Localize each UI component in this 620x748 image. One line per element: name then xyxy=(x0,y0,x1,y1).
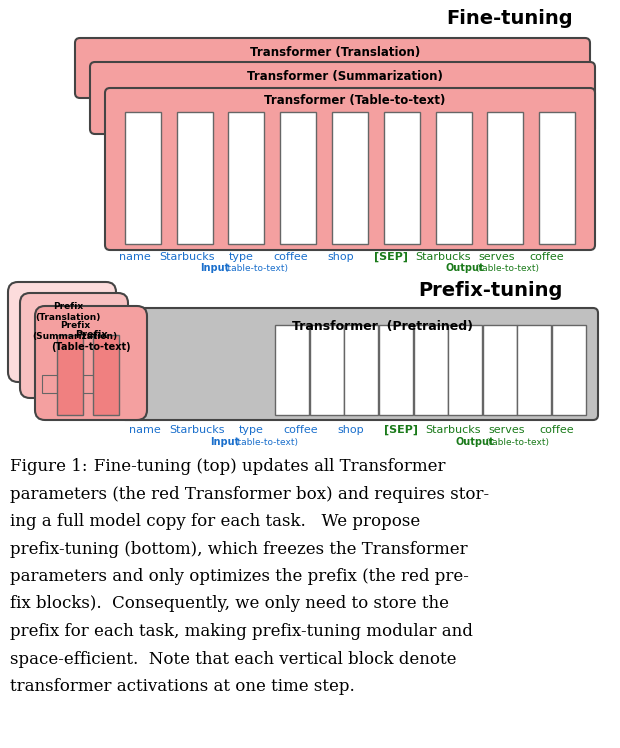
Bar xyxy=(384,112,420,244)
Text: Output: Output xyxy=(456,437,494,447)
Bar xyxy=(332,112,368,244)
Text: prefix-tuning (bottom), which freezes the Transformer: prefix-tuning (bottom), which freezes th… xyxy=(10,541,467,557)
Text: parameters (the red Transformer box) and requires stor-: parameters (the red Transformer box) and… xyxy=(10,485,489,503)
Bar xyxy=(552,325,586,415)
Text: Transformer (Translation): Transformer (Translation) xyxy=(250,46,420,58)
FancyBboxPatch shape xyxy=(20,293,128,398)
Bar xyxy=(436,112,472,244)
Bar xyxy=(115,88,143,128)
Text: Starbucks: Starbucks xyxy=(159,252,215,262)
Text: Output: Output xyxy=(446,263,484,273)
Text: shop: shop xyxy=(338,425,365,435)
FancyBboxPatch shape xyxy=(120,308,598,420)
Text: Input: Input xyxy=(210,437,239,447)
Bar xyxy=(482,325,516,415)
Text: Fine-tuning: Fine-tuning xyxy=(446,8,574,28)
Text: fix blocks).  Consequently, we only need to store the: fix blocks). Consequently, we only need … xyxy=(10,595,449,613)
Text: transformer activations at one time step.: transformer activations at one time step… xyxy=(10,678,355,695)
Bar xyxy=(280,112,316,244)
Bar xyxy=(382,88,410,128)
Text: ing a full model copy for each task.   We propose: ing a full model copy for each task. We … xyxy=(10,513,420,530)
Text: Figure 1:: Figure 1: xyxy=(10,458,87,475)
Bar xyxy=(435,88,463,128)
Bar xyxy=(210,62,237,92)
Bar xyxy=(487,112,523,244)
Text: [SEP]: [SEP] xyxy=(374,252,408,262)
Bar xyxy=(537,62,565,92)
Bar xyxy=(373,62,401,92)
Text: serves: serves xyxy=(479,252,515,262)
Text: name: name xyxy=(119,252,151,262)
Text: coffee: coffee xyxy=(529,252,564,262)
Bar xyxy=(489,88,517,128)
Bar xyxy=(319,62,347,92)
Bar xyxy=(542,88,570,128)
Text: (table-to-text): (table-to-text) xyxy=(485,438,549,447)
Text: (table-to-text): (table-to-text) xyxy=(224,263,288,272)
Text: type: type xyxy=(239,425,264,435)
Text: (table-to-text): (table-to-text) xyxy=(475,263,539,272)
Text: serves: serves xyxy=(489,425,525,435)
Bar xyxy=(275,88,303,128)
Bar xyxy=(125,112,161,244)
Text: coffee: coffee xyxy=(284,425,318,435)
Bar xyxy=(414,325,448,415)
Bar xyxy=(177,112,213,244)
Text: Starbucks: Starbucks xyxy=(425,425,480,435)
Bar xyxy=(379,325,413,415)
FancyBboxPatch shape xyxy=(35,306,147,420)
Text: [SEP]: [SEP] xyxy=(384,425,418,435)
Text: parameters and only optimizes the prefix (the red pre-: parameters and only optimizes the prefix… xyxy=(10,568,469,585)
Text: Transformer (Table-to-text): Transformer (Table-to-text) xyxy=(264,94,446,106)
FancyBboxPatch shape xyxy=(75,38,590,98)
Bar xyxy=(57,335,83,415)
Bar xyxy=(93,335,119,415)
Bar xyxy=(275,325,309,415)
Bar xyxy=(264,62,292,92)
Text: (table-to-text): (table-to-text) xyxy=(234,438,298,447)
Bar xyxy=(155,62,183,92)
Bar xyxy=(448,325,482,415)
Bar xyxy=(539,112,575,244)
Text: Prefix
(Table-to-text): Prefix (Table-to-text) xyxy=(51,330,131,352)
Text: Input: Input xyxy=(200,263,229,273)
FancyBboxPatch shape xyxy=(90,62,595,134)
Text: coffee: coffee xyxy=(273,252,308,262)
Text: Transformer  (Pretrained): Transformer (Pretrained) xyxy=(293,319,474,333)
Text: Starbucks: Starbucks xyxy=(169,425,224,435)
FancyBboxPatch shape xyxy=(105,88,595,250)
Text: Starbucks: Starbucks xyxy=(415,252,471,262)
Text: type: type xyxy=(229,252,254,262)
Bar xyxy=(78,375,98,393)
Bar xyxy=(344,325,378,415)
Text: Prefix
(Summarization): Prefix (Summarization) xyxy=(32,322,118,340)
Bar xyxy=(221,88,250,128)
Bar xyxy=(517,325,551,415)
Text: prefix for each task, making prefix-tuning modular and: prefix for each task, making prefix-tuni… xyxy=(10,623,473,640)
Bar xyxy=(228,112,265,244)
Bar xyxy=(42,375,62,393)
Bar xyxy=(428,62,456,92)
Text: name: name xyxy=(129,425,161,435)
Bar xyxy=(329,88,356,128)
Bar xyxy=(100,62,128,92)
Text: coffee: coffee xyxy=(539,425,574,435)
Text: Prefix
(Translation): Prefix (Translation) xyxy=(35,302,100,322)
Bar xyxy=(168,88,196,128)
Bar xyxy=(310,325,344,415)
Text: Transformer (Summarization): Transformer (Summarization) xyxy=(247,70,443,82)
Text: Fine-tuning (top) updates all Transformer: Fine-tuning (top) updates all Transforme… xyxy=(78,458,446,475)
Bar xyxy=(482,62,510,92)
Text: shop: shop xyxy=(328,252,354,262)
Text: Prefix-tuning: Prefix-tuning xyxy=(418,280,562,299)
FancyBboxPatch shape xyxy=(8,282,116,382)
Text: space-efficient.  Note that each vertical block denote: space-efficient. Note that each vertical… xyxy=(10,651,456,667)
